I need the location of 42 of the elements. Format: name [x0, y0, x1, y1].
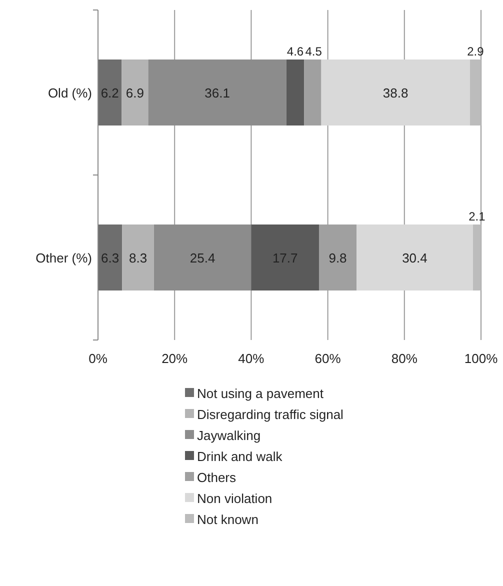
y-tick-label: Other (%) — [36, 250, 92, 266]
data-label: 8.3 — [128, 250, 148, 266]
data-label: 30.4 — [402, 250, 428, 266]
data-label: 25.4 — [190, 250, 216, 266]
legend-label: Not known — [197, 512, 258, 527]
bar — [122, 224, 154, 290]
bar — [472, 224, 481, 290]
bar — [98, 224, 122, 290]
bar — [122, 60, 148, 126]
bar — [470, 60, 481, 126]
bar — [98, 60, 122, 126]
data-label: 6.2 — [100, 86, 119, 100]
x-tick-label: 0% — [88, 351, 108, 366]
legend-label: Non violation — [197, 491, 272, 506]
data-label: 38.8 — [382, 86, 408, 100]
bar — [356, 224, 473, 290]
y-tick-label: Old (%) — [48, 86, 92, 100]
bar — [148, 60, 286, 126]
legend-label: Jaywalking — [197, 428, 261, 443]
data-label: 36.1 — [204, 86, 230, 100]
x-tick-label: 80% — [391, 351, 418, 366]
bar — [286, 60, 304, 126]
data-label: 9.8 — [328, 250, 347, 266]
data-label: 6.9 — [126, 86, 144, 100]
data-label: 4.6 — [286, 44, 304, 58]
data-label: 17.7 — [272, 250, 298, 266]
bar — [304, 60, 322, 126]
legend-label: Not using a pavement — [197, 386, 324, 401]
x-tick-label: 100% — [464, 351, 498, 366]
x-tick-label: 60% — [314, 351, 342, 366]
legend-label: Others — [197, 470, 237, 485]
legend-label: Disregarding traffic signal — [197, 407, 344, 422]
x-tick-label: 20% — [162, 351, 188, 366]
data-label: 4.5 — [305, 44, 322, 58]
bar — [321, 60, 470, 126]
data-label: 2.1 — [468, 210, 486, 224]
data-label: 2.9 — [467, 44, 484, 58]
legend-label: Drink and walk — [197, 449, 283, 464]
bar — [251, 224, 319, 290]
data-label: 6.3 — [101, 250, 120, 266]
x-tick-label: 40% — [238, 351, 265, 366]
bar — [154, 224, 252, 290]
